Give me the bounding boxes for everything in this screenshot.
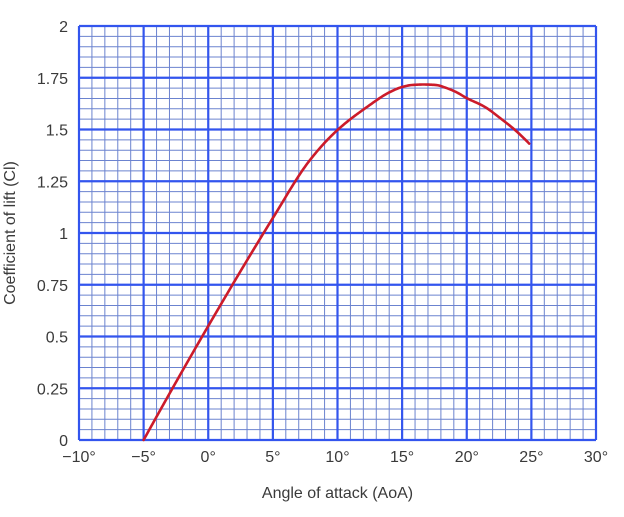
svg-text:20°: 20° xyxy=(455,449,479,466)
svg-text:1.75: 1.75 xyxy=(37,71,68,88)
svg-text:0.25: 0.25 xyxy=(37,381,68,398)
svg-text:Angle of attack (AoA): Angle of attack (AoA) xyxy=(262,485,413,502)
svg-text:30°: 30° xyxy=(584,449,608,466)
svg-text:2: 2 xyxy=(59,19,68,36)
svg-text:10°: 10° xyxy=(325,449,349,466)
svg-text:25°: 25° xyxy=(519,449,543,466)
svg-text:Coefficient of lift (Cl): Coefficient of lift (Cl) xyxy=(2,161,19,305)
svg-text:0°: 0° xyxy=(201,449,216,466)
svg-text:0.75: 0.75 xyxy=(37,278,68,295)
svg-text:0.5: 0.5 xyxy=(46,330,68,347)
svg-text:1.25: 1.25 xyxy=(37,174,68,191)
svg-text:15°: 15° xyxy=(390,449,414,466)
svg-text:−5°: −5° xyxy=(131,449,156,466)
svg-text:−10°: −10° xyxy=(62,449,96,466)
svg-text:0: 0 xyxy=(59,433,68,450)
svg-text:5°: 5° xyxy=(265,449,280,466)
svg-text:1: 1 xyxy=(59,226,68,243)
svg-text:1.5: 1.5 xyxy=(46,123,68,140)
